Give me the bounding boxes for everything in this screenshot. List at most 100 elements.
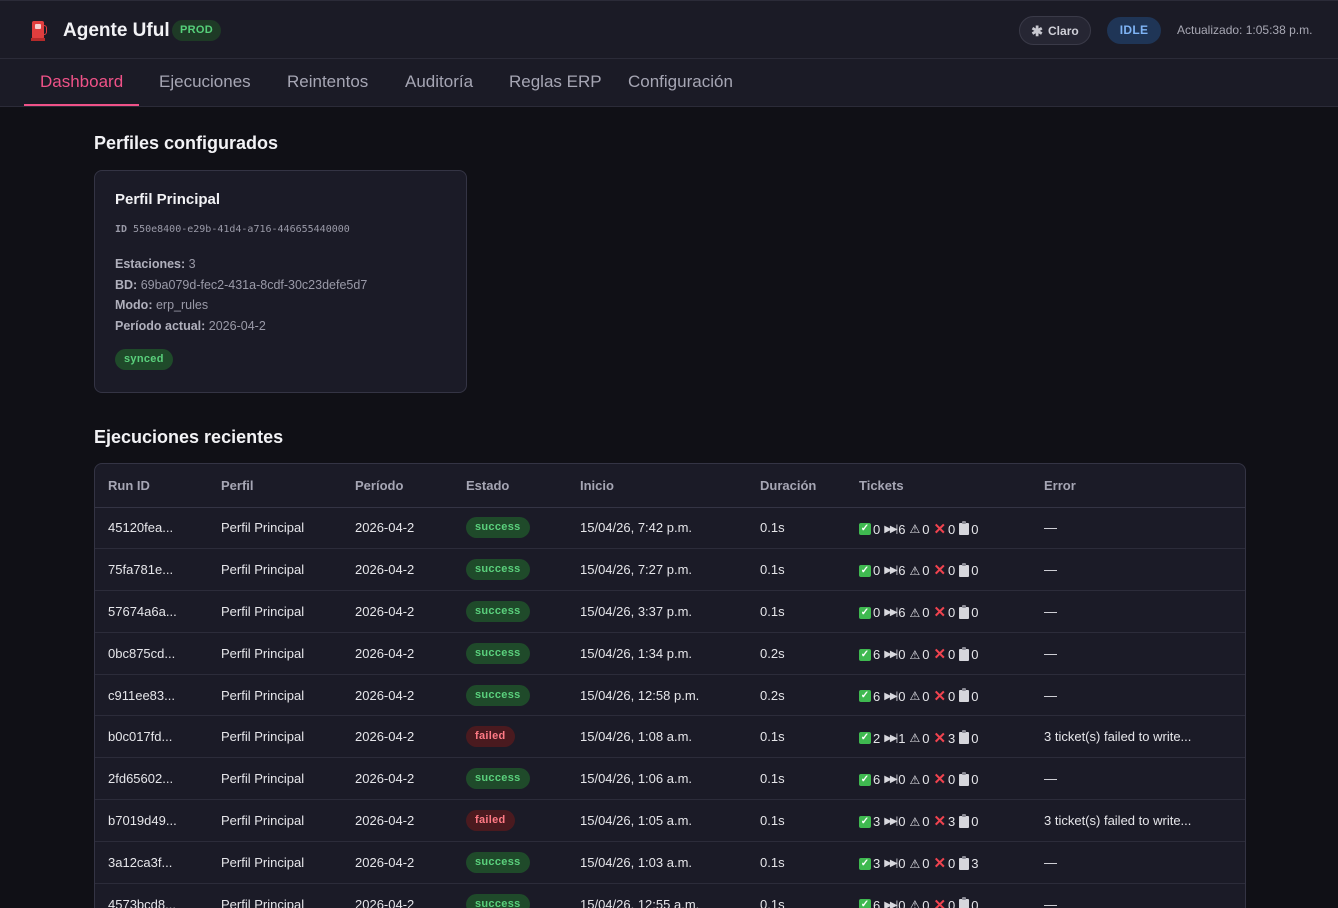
clipboard-icon <box>959 688 970 703</box>
table-row[interactable]: 57674a6a... Perfil Principal 2026-04-2 succ… <box>95 590 1245 633</box>
table-row[interactable]: b7019d49... Perfil Principal 2026-04-2 fail… <box>95 799 1245 842</box>
check-icon: ✓ <box>859 732 871 745</box>
tickets-warn: 0 <box>922 730 930 746</box>
table-row[interactable]: 3a12ca3f... Perfil Principal 2026-04-2 succ… <box>95 841 1245 884</box>
tickets-failed: 0 <box>948 897 956 908</box>
skip-icon: ▶▶| <box>884 774 898 786</box>
run-status-badge: success <box>466 851 530 873</box>
run-period: 2026-04-2 <box>342 883 453 908</box>
tickets-failed: 3 <box>948 814 956 830</box>
clipboard-icon <box>959 813 970 828</box>
run-status-cell: success <box>453 632 567 675</box>
run-id: c911ee83... <box>95 674 208 717</box>
warning-icon: ⚠ <box>909 898 921 908</box>
warning-icon: ⚠ <box>909 563 921 578</box>
warning-icon: ⚠ <box>909 689 921 704</box>
cross-icon: ✕ <box>933 855 947 873</box>
cross-icon: ✕ <box>933 604 947 622</box>
tab-reglas-erp[interactable]: Reglas ERP <box>509 72 602 91</box>
tickets-ok: 6 <box>873 688 881 704</box>
runs-section-title: Ejecuciones recientes <box>94 427 284 447</box>
skip-icon: ▶▶| <box>884 858 898 870</box>
tickets-failed: 0 <box>948 688 956 704</box>
tab-auditoria[interactable]: Auditoría <box>405 72 474 91</box>
skip-icon: ▶▶| <box>884 816 898 828</box>
app-title: Agente Uful <box>63 20 170 41</box>
cross-icon: ✕ <box>933 520 947 538</box>
tickets-ok: 0 <box>873 605 881 621</box>
run-error: — <box>1031 590 1245 633</box>
run-period: 2026-04-2 <box>342 548 453 592</box>
clipboard-icon <box>959 855 970 870</box>
tickets-pending: 0 <box>971 563 979 579</box>
warning-icon: ⚠ <box>909 731 921 746</box>
run-tickets: ✓ 0 ▶▶| 6 ⚠ 0 ✕ 0 0 <box>846 507 1031 550</box>
tickets-warn: 0 <box>922 814 930 830</box>
clipboard-icon <box>959 646 970 661</box>
cross-icon: ✕ <box>933 896 947 908</box>
table-row[interactable]: 2fd65602... Perfil Principal 2026-04-2 succ… <box>95 757 1245 801</box>
profiles-section-title: Perfiles configurados <box>94 133 279 153</box>
run-error: 3 ticket(s) failed to write... <box>1031 715 1245 759</box>
profile-mode: Modo: erp_rules <box>115 298 209 312</box>
tab-reintentos[interactable]: Reintentos <box>287 72 369 91</box>
run-status-badge: success <box>466 684 530 706</box>
run-duration: 0.1s <box>747 799 846 842</box>
top-bar: Agente Uful PROD ✱ Claro IDLE Actualizad… <box>0 0 1338 59</box>
tickets-warn: 0 <box>922 563 930 579</box>
profile-card[interactable]: Perfil Principal ID 550e8400-e29b-41d4-a7… <box>94 170 467 393</box>
run-start: 15/04/26, 12:55 a.m. <box>567 883 747 908</box>
run-id: 75fa781e... <box>95 548 208 592</box>
tickets-failed: 0 <box>948 856 956 872</box>
table-row[interactable]: 45120fea... Perfil Principal 2026-04-2 succ… <box>95 507 1245 550</box>
col-duration: Duración <box>747 464 846 508</box>
table-row[interactable]: 75fa781e... Perfil Principal 2026-04-2 succ… <box>95 548 1245 592</box>
tickets-skipped: 0 <box>898 647 906 663</box>
skip-icon: ▶▶| <box>884 690 898 702</box>
table-row[interactable]: 4573bcd8... Perfil Principal 2026-04-2 succ… <box>95 883 1245 908</box>
clipboard-icon <box>959 562 970 577</box>
theme-toggle-button[interactable]: ✱ Claro <box>1019 16 1091 45</box>
run-profile: Perfil Principal <box>208 883 342 908</box>
tickets-failed: 0 <box>948 647 956 663</box>
run-tickets: ✓ 6 ▶▶| 0 ⚠ 0 ✕ 0 0 <box>846 883 1031 908</box>
tab-ejecuciones[interactable]: Ejecuciones <box>159 72 251 91</box>
col-period: Período <box>342 464 453 508</box>
tickets-warn: 0 <box>922 605 930 621</box>
env-badge: PROD <box>172 20 221 41</box>
run-period: 2026-04-2 <box>342 799 453 842</box>
cross-icon: ✕ <box>933 729 947 747</box>
run-profile: Perfil Principal <box>208 590 342 633</box>
cross-icon: ✕ <box>933 771 947 789</box>
tickets-skipped: 6 <box>898 563 906 579</box>
tickets-skipped: 0 <box>898 814 906 830</box>
table-row[interactable]: b0c017fd... Perfil Principal 2026-04-2 fail… <box>95 715 1245 759</box>
run-status-cell: success <box>453 841 567 884</box>
col-error: Error <box>1031 464 1245 508</box>
run-start: 15/04/26, 1:03 a.m. <box>567 841 747 884</box>
run-status-badge: success <box>466 559 530 581</box>
tab-dashboard[interactable]: Dashboard <box>24 59 140 106</box>
table-row[interactable]: 0bc875cd... Perfil Principal 2026-04-2 succ… <box>95 632 1245 675</box>
check-icon: ✓ <box>859 690 871 703</box>
cross-icon: ✕ <box>933 562 947 580</box>
table-row[interactable]: c911ee83... Perfil Principal 2026-04-2 succ… <box>95 674 1245 717</box>
run-error: — <box>1031 507 1245 550</box>
tab-configuracion[interactable]: Configuración <box>628 72 733 91</box>
tickets-failed: 0 <box>948 521 956 537</box>
run-tickets: ✓ 3 ▶▶| 0 ⚠ 0 ✕ 0 3 <box>846 841 1031 884</box>
tickets-pending: 0 <box>971 688 979 704</box>
tickets-ok: 3 <box>873 814 881 830</box>
skip-icon: ▶▶| <box>884 565 898 577</box>
check-icon: ✓ <box>859 606 871 619</box>
check-icon: ✓ <box>859 815 871 828</box>
cross-icon: ✕ <box>933 813 947 831</box>
skip-icon: ▶▶| <box>884 607 898 619</box>
run-status-cell: success <box>453 507 567 550</box>
run-duration: 0.1s <box>747 590 846 633</box>
tickets-ok: 6 <box>873 647 881 663</box>
tickets-skipped: 0 <box>898 772 906 788</box>
run-status-badge: failed <box>466 809 515 831</box>
fuel-pump-icon <box>31 19 47 41</box>
col-profile: Perfil <box>208 464 342 508</box>
